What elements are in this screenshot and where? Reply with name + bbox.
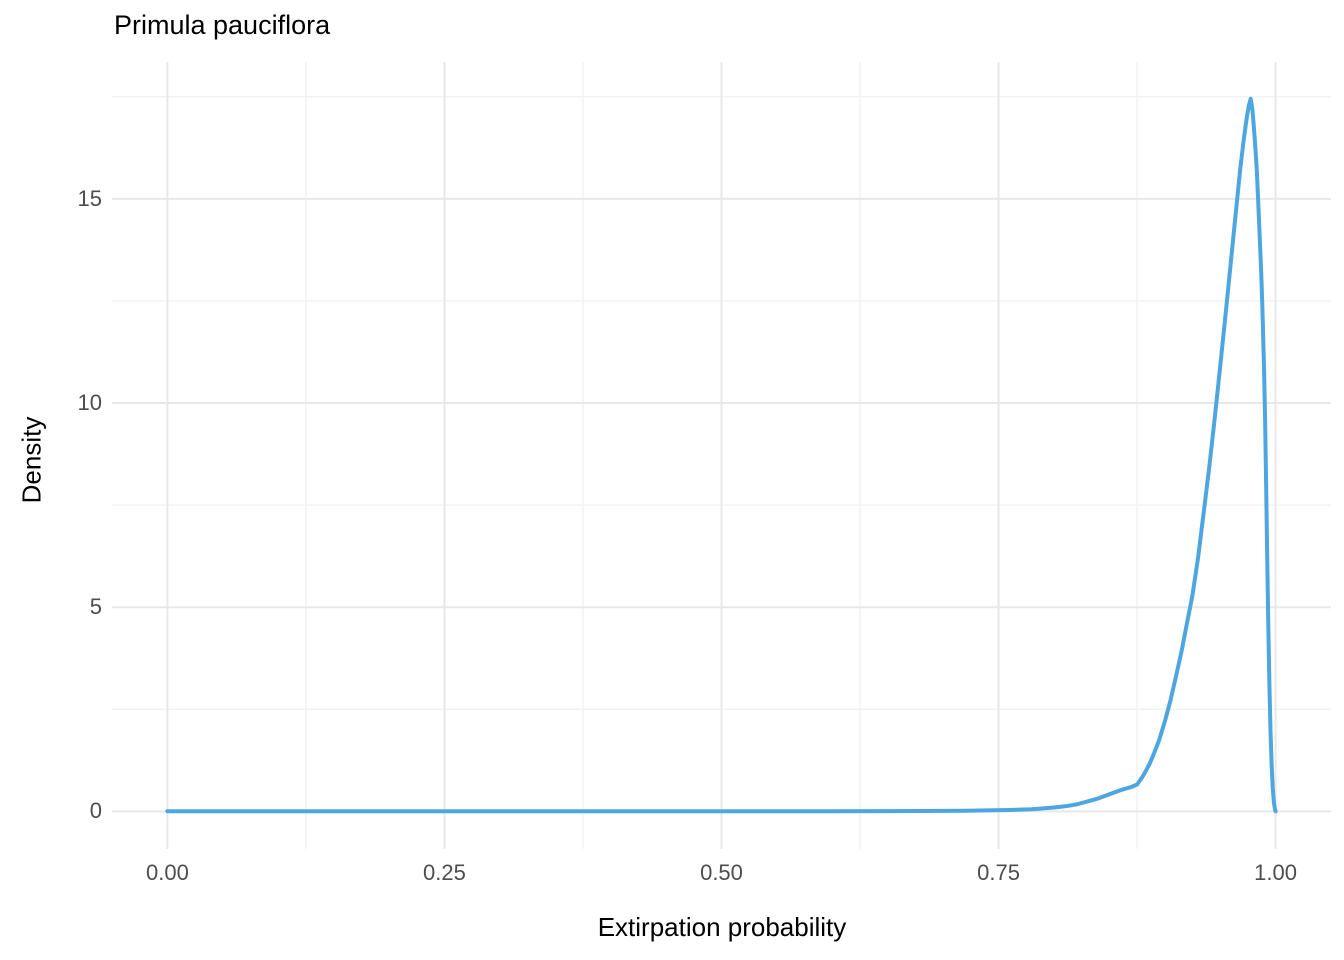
plot-title: Primula pauciflora bbox=[114, 10, 331, 40]
x-axis-title: Extirpation probability bbox=[597, 912, 847, 942]
major-gridlines bbox=[112, 62, 1331, 849]
x-tick-label: 0.25 bbox=[423, 860, 466, 885]
x-tick-label: 0.00 bbox=[145, 860, 189, 885]
y-tick-label: 5 bbox=[89, 594, 102, 620]
x-tick-label: 0.50 bbox=[700, 860, 743, 885]
y-tick-label: 15 bbox=[77, 185, 102, 211]
x-tick-label: 1.00 bbox=[1254, 860, 1297, 885]
density-curve bbox=[165, 96, 1278, 814]
y-tick-label: 0 bbox=[89, 798, 102, 824]
y-axis-title: Density bbox=[16, 416, 47, 504]
y-tick-label: 10 bbox=[77, 390, 102, 416]
x-tick-label: 0.75 bbox=[977, 860, 1020, 885]
